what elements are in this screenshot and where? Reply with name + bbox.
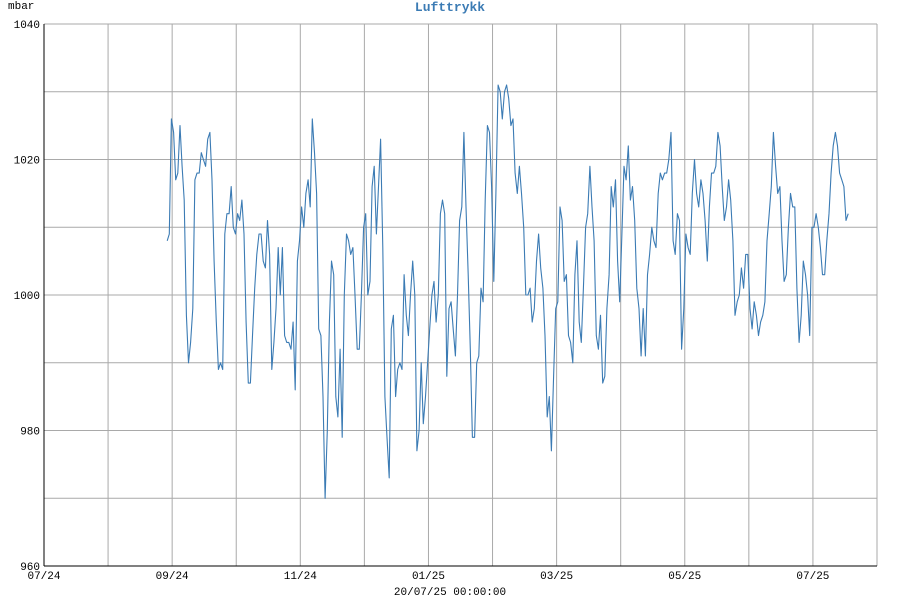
y-axis-unit-label: mbar [8, 1, 35, 13]
x-tick-label: 05/25 [668, 571, 701, 583]
y-tick-label: 1000 [14, 291, 40, 303]
x-tick-label: 09/24 [156, 571, 189, 583]
y-tick-label: 1040 [14, 20, 40, 32]
series-line-lufttrykk [166, 84, 849, 499]
chart-title: Lufttrykk [414, 0, 486, 15]
x-tick-label: 07/25 [796, 571, 829, 583]
y-tick-label: 980 [20, 427, 40, 439]
chart-footer-timestamp: 20/07/25 00:00:00 [393, 587, 507, 599]
y-tick-label: 960 [20, 562, 40, 574]
x-tick-label: 01/25 [412, 571, 445, 583]
x-tick-label: 11/24 [284, 571, 317, 583]
x-tick-label: 03/25 [540, 571, 573, 583]
x-tick-label: 07/24 [27, 571, 60, 583]
y-tick-label: 1020 [14, 156, 40, 168]
